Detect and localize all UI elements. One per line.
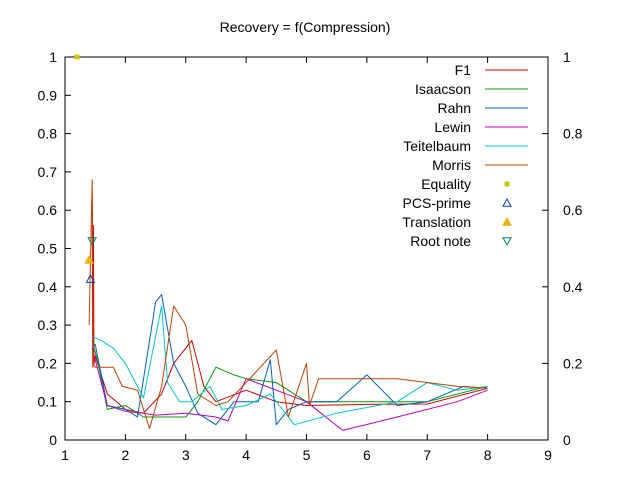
- legend-label-isaacson: Isaacson: [415, 81, 471, 97]
- legend-label-equality: Equality: [421, 176, 471, 192]
- legend-label-morris: Morris: [432, 157, 471, 173]
- y-tick-label: 0.9: [38, 87, 58, 103]
- legend-swatch-equality: [504, 181, 510, 187]
- chart-title: Recovery = f(Compression): [220, 19, 391, 35]
- legend-swatch-root-note: [502, 237, 512, 247]
- y-tick-label: 0.8: [38, 126, 58, 142]
- y2-tick-label: 0.2: [563, 355, 583, 371]
- y-tick-label: 0.3: [38, 317, 58, 333]
- series-line-lewin: [91, 347, 488, 431]
- y2-tick-label: 0: [563, 432, 571, 448]
- y-tick-label: 0.6: [38, 202, 58, 218]
- y-tick-label: 0.4: [38, 279, 58, 295]
- legend-label-f1: F1: [455, 62, 472, 78]
- legend-label-translation: Translation: [402, 214, 471, 230]
- y-tick-label: 1: [49, 49, 57, 65]
- legend-label-root-note: Root note: [410, 233, 471, 249]
- y2-tick-label: 0.6: [563, 202, 583, 218]
- y-tick-label: 0.7: [38, 164, 58, 180]
- x-tick-label: 3: [182, 447, 190, 463]
- legend-label-lewin: Lewin: [434, 119, 471, 135]
- y-tick-label: 0.5: [38, 241, 58, 257]
- x-tick-label: 6: [363, 447, 371, 463]
- series-line-teitelbaum: [92, 305, 488, 426]
- x-tick-label: 9: [544, 447, 552, 463]
- series-line-morris: [88, 179, 488, 429]
- legend-label-pcs-prime: PCS-prime: [403, 195, 472, 211]
- x-tick-label: 2: [121, 447, 129, 463]
- y2-tick-label: 1: [563, 49, 571, 65]
- y-tick-label: 0.1: [38, 394, 58, 410]
- x-tick-label: 4: [242, 447, 250, 463]
- plot-frame: [64, 56, 549, 441]
- y-tick-label: 0: [49, 432, 57, 448]
- y2-tick-label: 0.4: [563, 279, 583, 295]
- data-point-pcs-prime: [85, 274, 96, 283]
- data-point-equality: [74, 54, 80, 60]
- y-tick-label: 0.2: [38, 355, 58, 371]
- x-tick-label: 1: [61, 447, 69, 463]
- legend-swatch-pcs-prime: [502, 197, 512, 207]
- y2-tick-label: 0.8: [563, 126, 583, 142]
- series-line-f1: [91, 198, 488, 414]
- series-line-rahn: [91, 294, 488, 426]
- x-tick-label: 5: [303, 447, 311, 463]
- legend-label-rahn: Rahn: [438, 100, 471, 116]
- x-tick-label: 8: [484, 447, 492, 463]
- data-point-translation: [84, 254, 94, 264]
- data-point-root-note: [87, 237, 98, 246]
- legend-swatch-translation: [502, 216, 512, 226]
- x-tick-label: 7: [423, 447, 431, 463]
- legend-label-teitelbaum: Teitelbaum: [403, 138, 471, 154]
- series-line-isaacson: [91, 340, 488, 418]
